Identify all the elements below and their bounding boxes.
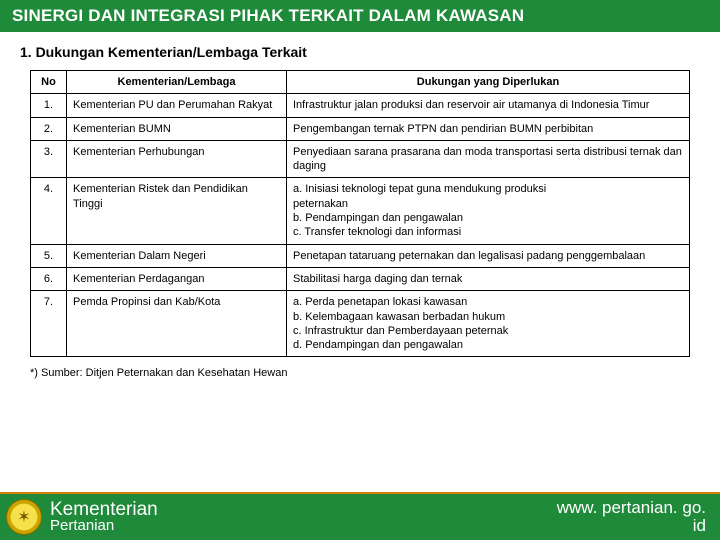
cell-kl: Kementerian Perhubungan bbox=[67, 140, 287, 178]
cell-kl: Kementerian PU dan Perumahan Rakyat bbox=[67, 94, 287, 117]
col-header-dukungan: Dukungan yang Diperlukan bbox=[287, 71, 690, 94]
cell-dukungan: a. Perda penetapan lokasi kawasan b. Kel… bbox=[287, 291, 690, 357]
footer-bar: ✶ Kementerian Pertanian www. pertanian. … bbox=[0, 492, 720, 540]
col-header-no: No bbox=[31, 71, 67, 94]
table-row: 2.Kementerian BUMNPengembangan ternak PT… bbox=[31, 117, 690, 140]
cell-no: 3. bbox=[31, 140, 67, 178]
table-row: 1.Kementerian PU dan Perumahan RakyatInf… bbox=[31, 94, 690, 117]
cell-dukungan: a. Inisiasi teknologi tepat guna menduku… bbox=[287, 178, 690, 244]
source-note: *) Sumber: Ditjen Peternakan dan Kesehat… bbox=[30, 367, 700, 379]
footer-url: www. pertanian. go. id bbox=[557, 499, 706, 535]
cell-no: 2. bbox=[31, 117, 67, 140]
col-header-kl: Kementerian/Lembaga bbox=[67, 71, 287, 94]
cell-kl: Kementerian BUMN bbox=[67, 117, 287, 140]
cell-no: 7. bbox=[31, 291, 67, 357]
cell-no: 1. bbox=[31, 94, 67, 117]
footer-url-line2: id bbox=[557, 517, 706, 535]
cell-no: 4. bbox=[31, 178, 67, 244]
content: 1. Dukungan Kementerian/Lembaga Terkait … bbox=[0, 32, 720, 379]
table-wrap: No Kementerian/Lembaga Dukungan yang Dip… bbox=[20, 70, 700, 357]
table-row: 4.Kementerian Ristek dan Pendidikan Ting… bbox=[31, 178, 690, 244]
section-title: 1. Dukungan Kementerian/Lembaga Terkait bbox=[20, 44, 700, 60]
table-row: 3.Kementerian PerhubunganPenyediaan sara… bbox=[31, 140, 690, 178]
support-table: No Kementerian/Lembaga Dukungan yang Dip… bbox=[30, 70, 690, 357]
cell-kl: Kementerian Dalam Negeri bbox=[67, 244, 287, 267]
cell-kl: Pemda Propinsi dan Kab/Kota bbox=[67, 291, 287, 357]
cell-no: 5. bbox=[31, 244, 67, 267]
seal-glyph: ✶ bbox=[17, 507, 30, 527]
cell-dukungan: Pengembangan ternak PTPN dan pendirian B… bbox=[287, 117, 690, 140]
cell-no: 6. bbox=[31, 267, 67, 290]
header-bar: SINERGI DAN INTEGRASI PIHAK TERKAIT DALA… bbox=[0, 0, 720, 32]
footer-org-block: Kementerian Pertanian bbox=[50, 500, 158, 534]
table-header-row: No Kementerian/Lembaga Dukungan yang Dip… bbox=[31, 71, 690, 94]
ministry-seal-icon: ✶ bbox=[6, 499, 42, 535]
cell-dukungan: Stabilitasi harga daging dan ternak bbox=[287, 267, 690, 290]
cell-dukungan: Infrastruktur jalan produksi dan reservo… bbox=[287, 94, 690, 117]
table-row: 5.Kementerian Dalam NegeriPenetapan tata… bbox=[31, 244, 690, 267]
table-row: 7.Pemda Propinsi dan Kab/Kotaa. Perda pe… bbox=[31, 291, 690, 357]
footer-url-line1: www. pertanian. go. bbox=[557, 499, 706, 517]
cell-kl: Kementerian Perdagangan bbox=[67, 267, 287, 290]
cell-kl: Kementerian Ristek dan Pendidikan Tinggi bbox=[67, 178, 287, 244]
footer-left: ✶ Kementerian Pertanian bbox=[6, 499, 158, 535]
table-row: 6.Kementerian PerdaganganStabilitasi har… bbox=[31, 267, 690, 290]
cell-dukungan: Penetapan tataruang peternakan dan legal… bbox=[287, 244, 690, 267]
cell-dukungan: Penyediaan sarana prasarana dan moda tra… bbox=[287, 140, 690, 178]
header-title: SINERGI DAN INTEGRASI PIHAK TERKAIT DALA… bbox=[12, 6, 524, 25]
